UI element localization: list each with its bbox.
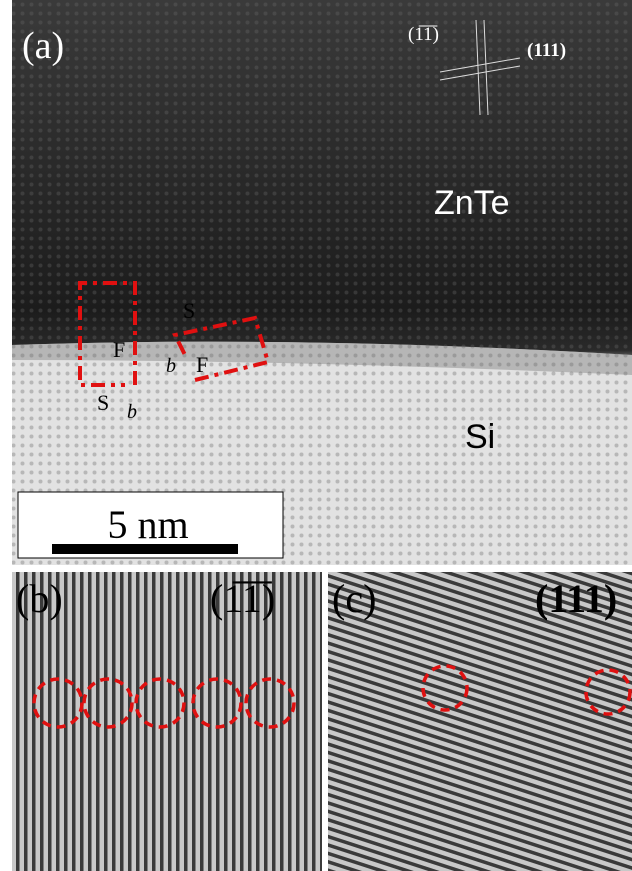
figure: (a) (1̅1̅) (111) ZnTe Si S F b⃗ S F b⃗ 5… [0,0,632,871]
circuit-label: b⃗ [127,401,153,423]
panel-a: (a) (1̅1̅) (111) ZnTe Si S F b⃗ S F b⃗ 5… [12,0,632,565]
circuit-label: S [183,298,195,323]
circuit-label: S [97,390,109,415]
panel-c: (c) (111) [328,572,632,871]
panel-label: (b) [16,576,63,621]
panel-label: (a) [22,25,64,67]
layer-label: ZnTe [434,184,510,222]
circuit-label: b⃗ [166,355,192,377]
direction-label: (1̅1̅) [210,576,275,621]
scale-bar [52,544,238,554]
scale-label: 5 nm [107,502,188,547]
circuit-label: F [196,352,208,377]
panel-b: (b) (1̅1̅) [12,572,322,871]
layer-label: Si [465,418,495,456]
panel-label: (c) [332,576,376,621]
direction-label: (111) [527,40,566,61]
direction-label: (1̅1̅) [408,24,439,45]
direction-label: (111) [535,576,617,621]
circuit-label: F [113,337,125,362]
